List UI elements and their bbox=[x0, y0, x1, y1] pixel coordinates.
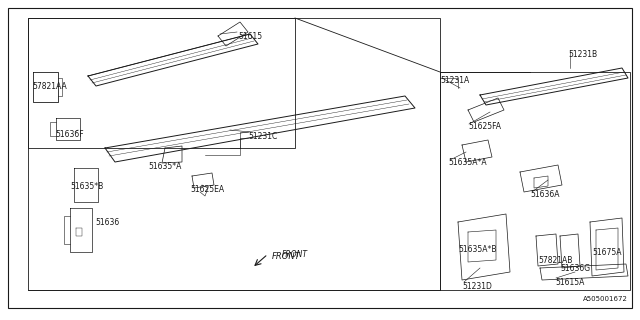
Text: 51625FA: 51625FA bbox=[468, 122, 501, 131]
Text: 51635A*B: 51635A*B bbox=[458, 245, 497, 254]
Text: 51636: 51636 bbox=[95, 218, 119, 227]
Text: 51231B: 51231B bbox=[568, 50, 597, 59]
Text: 51231D: 51231D bbox=[462, 282, 492, 291]
Text: 51625EA: 51625EA bbox=[190, 185, 224, 194]
Text: 51636A: 51636A bbox=[530, 190, 559, 199]
Text: 57821AA: 57821AA bbox=[32, 82, 67, 91]
Bar bbox=[28, 18, 295, 148]
Text: 51615A: 51615A bbox=[555, 278, 584, 287]
Text: 51231A: 51231A bbox=[440, 76, 469, 85]
Bar bbox=[28, 18, 440, 290]
Text: 57821AB: 57821AB bbox=[538, 256, 572, 265]
Text: 51615: 51615 bbox=[238, 32, 262, 41]
Text: A505001672: A505001672 bbox=[583, 296, 628, 302]
Text: 51635*B: 51635*B bbox=[70, 182, 103, 191]
Text: 51231C: 51231C bbox=[248, 132, 277, 141]
Bar bbox=[440, 72, 630, 290]
Text: 51675A: 51675A bbox=[592, 248, 621, 257]
Text: FRONT: FRONT bbox=[272, 252, 301, 261]
Text: FRONT: FRONT bbox=[282, 250, 308, 259]
Text: 51635*A: 51635*A bbox=[148, 162, 181, 171]
Text: 51636G: 51636G bbox=[560, 264, 590, 273]
Text: 51636F: 51636F bbox=[55, 130, 84, 139]
Text: 51635A*A: 51635A*A bbox=[448, 158, 486, 167]
